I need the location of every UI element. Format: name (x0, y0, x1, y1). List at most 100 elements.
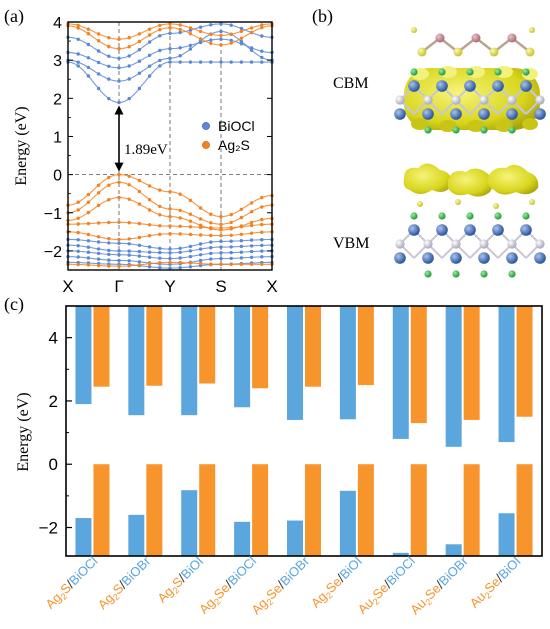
band-point (117, 47, 121, 51)
alignment-x-label: Ag2S/BiOBr (95, 553, 156, 614)
band-point (137, 32, 142, 36)
bar-metal-chalcogenide-cb (252, 306, 269, 389)
band-point (239, 26, 244, 31)
silver-atom (507, 33, 517, 43)
band-point (127, 259, 131, 263)
band-point (86, 56, 91, 60)
bismuth-atom (520, 224, 532, 236)
chlorine-atom (424, 270, 432, 278)
bismuth-atom (436, 80, 448, 92)
band-point (137, 260, 142, 264)
bar-metal-chalcogenide-cb (93, 306, 110, 387)
band-point (158, 213, 162, 217)
band-point (229, 23, 233, 27)
band-point (96, 32, 101, 36)
band-point (76, 255, 80, 259)
bar-biox-cb (445, 306, 462, 447)
bismuth-atom (492, 224, 504, 236)
bismuth-atom (422, 252, 434, 264)
band-point (168, 31, 172, 36)
chlorine-atom (410, 212, 418, 220)
band-point (86, 32, 91, 36)
band-point (178, 260, 182, 265)
panel-label-b: (b) (312, 6, 333, 27)
vbm-label: VBM (333, 235, 369, 252)
band-point (107, 54, 111, 58)
oxygen-atom (451, 95, 461, 105)
band-point (198, 233, 203, 237)
band-point (147, 33, 152, 37)
band-point (178, 23, 182, 27)
band-point (188, 212, 193, 216)
bar-metal-chalcogenide-cb (516, 306, 533, 417)
band-point (107, 264, 111, 268)
band-point (76, 208, 80, 212)
sulfur-atom (417, 47, 427, 57)
bar-biox-vb (75, 518, 92, 556)
panel-label-c: (c) (4, 294, 24, 315)
band-point (86, 245, 91, 249)
band-point (137, 249, 142, 254)
band-point (117, 249, 121, 253)
k-point-label: Γ (114, 277, 123, 296)
band-y-tick-label: −1 (44, 206, 62, 223)
band-point (178, 232, 182, 236)
band-point (168, 232, 172, 236)
band-point (168, 56, 172, 60)
chlorine-atom (466, 212, 474, 220)
band-point (239, 215, 244, 220)
cbm-ag2s-layer (411, 27, 535, 57)
band-point (147, 74, 152, 78)
band-point (229, 32, 233, 36)
bar-biox-cb (392, 306, 409, 439)
band-point (76, 230, 80, 235)
band-point (209, 233, 213, 238)
band-point (158, 58, 162, 63)
band-point (260, 262, 264, 266)
chlorine-atom (410, 68, 418, 76)
band-point (249, 262, 254, 266)
sulfur-atom (529, 27, 535, 33)
sulfur-atom (525, 47, 535, 57)
bismuth-atom (506, 252, 518, 264)
band-point (147, 184, 152, 188)
band-point (96, 86, 101, 91)
band-point (198, 225, 203, 230)
band-point (117, 253, 121, 257)
band-point (219, 245, 223, 249)
band-point (219, 29, 223, 34)
band-point (260, 49, 264, 53)
bismuth-atom (478, 252, 490, 264)
band-point (209, 262, 213, 266)
band-point (249, 48, 254, 52)
band-point (127, 237, 131, 241)
bismuth-atom (492, 80, 504, 92)
band-point (239, 42, 244, 46)
band-point (209, 41, 213, 45)
sulfur-atom (411, 27, 417, 33)
bar-biox-vb (498, 513, 515, 556)
silver-atom (471, 33, 481, 43)
vbm-biocl-layer (394, 212, 546, 278)
band-point (137, 86, 142, 91)
band-point (76, 37, 80, 41)
oxygen-atom (423, 239, 433, 249)
chlorine-atom (480, 270, 488, 278)
bismuth-atom (478, 108, 490, 120)
band-point (198, 261, 203, 266)
band-point (249, 30, 254, 35)
alignment-x-label: Au2Se/BiOI (467, 554, 526, 613)
band-point (188, 254, 193, 259)
band-point (198, 247, 203, 251)
band-point (178, 224, 182, 228)
band-point (219, 37, 223, 41)
chlorine-atom (494, 212, 502, 220)
band-point (86, 232, 91, 237)
oxygen-atom (451, 239, 461, 249)
band-point (147, 250, 152, 254)
band-point (117, 37, 121, 41)
legend-marker-ag2s (202, 141, 210, 149)
band-point (239, 29, 244, 34)
band-point (117, 66, 121, 70)
band-point (107, 198, 111, 202)
